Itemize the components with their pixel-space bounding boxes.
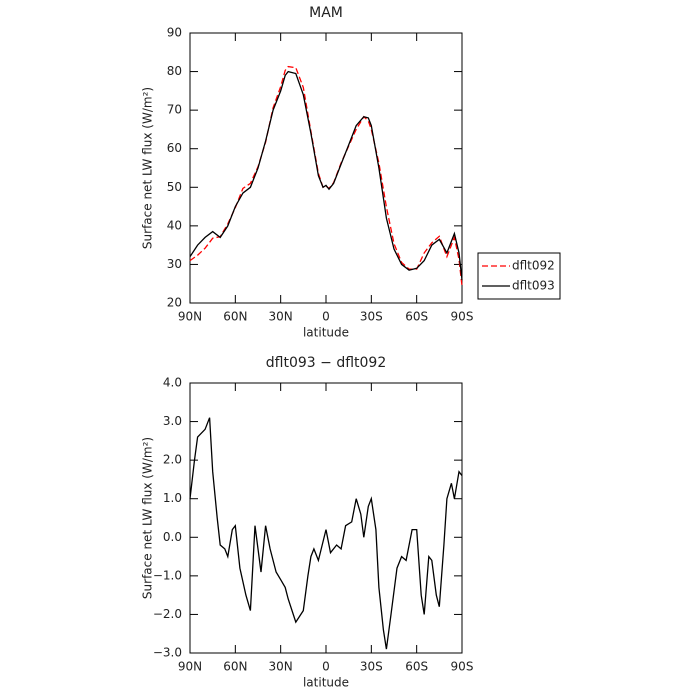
y-tick-label: 4.0 bbox=[163, 376, 182, 390]
x-tick-label: 0 bbox=[322, 310, 330, 324]
x-tick-label: 90S bbox=[451, 660, 474, 674]
x-tick-label: 60N bbox=[223, 310, 247, 324]
x-tick-label: 0 bbox=[322, 660, 330, 674]
y-tick-label: 50 bbox=[167, 180, 182, 194]
x-tick-label: 60S bbox=[405, 660, 428, 674]
chart-title: MAM bbox=[309, 5, 343, 21]
data-line bbox=[189, 65, 463, 287]
data-line bbox=[189, 70, 463, 280]
y-tick-label: 60 bbox=[167, 141, 182, 155]
y-tick-label: 90 bbox=[167, 26, 182, 40]
x-axis-label: latitude bbox=[303, 326, 349, 340]
x-tick-label: 90N bbox=[178, 310, 202, 324]
x-axis-label: latitude bbox=[303, 676, 349, 690]
x-tick-label: 30N bbox=[269, 310, 293, 324]
y-tick-label: 70 bbox=[167, 103, 182, 117]
y-tick-label: 40 bbox=[167, 218, 182, 232]
legend-box bbox=[477, 252, 561, 300]
data-line bbox=[189, 417, 463, 650]
y-tick-label: 1.0 bbox=[163, 491, 182, 505]
x-tick-label: 30S bbox=[360, 660, 383, 674]
y-tick-label: 80 bbox=[167, 64, 182, 78]
x-tick-label: 30N bbox=[269, 660, 293, 674]
plot-frame bbox=[189, 382, 463, 654]
legend-label: dflt093 bbox=[512, 279, 555, 293]
x-tick-label: 60N bbox=[223, 660, 247, 674]
plot-frame bbox=[189, 32, 463, 304]
y-tick-label: −3.0 bbox=[153, 646, 182, 660]
y-tick-label: 2.0 bbox=[163, 453, 182, 467]
y-tick-label: 30 bbox=[167, 257, 182, 271]
y-axis-label: Surface net LW flux (W/m²) bbox=[141, 437, 155, 599]
y-tick-label: −1.0 bbox=[153, 568, 182, 582]
y-tick-label: −2.0 bbox=[153, 607, 182, 621]
y-tick-label: 20 bbox=[167, 296, 182, 310]
x-tick-label: 90S bbox=[451, 310, 474, 324]
x-tick-label: 30S bbox=[360, 310, 383, 324]
y-tick-label: 3.0 bbox=[163, 414, 182, 428]
y-axis-label: Surface net LW flux (W/m²) bbox=[141, 87, 155, 249]
chart-title: dflt093 − dflt092 bbox=[266, 355, 386, 371]
x-tick-label: 90N bbox=[178, 660, 202, 674]
y-tick-label: 0.0 bbox=[163, 530, 182, 544]
x-tick-label: 60S bbox=[405, 310, 428, 324]
legend-label: dflt092 bbox=[512, 259, 555, 273]
